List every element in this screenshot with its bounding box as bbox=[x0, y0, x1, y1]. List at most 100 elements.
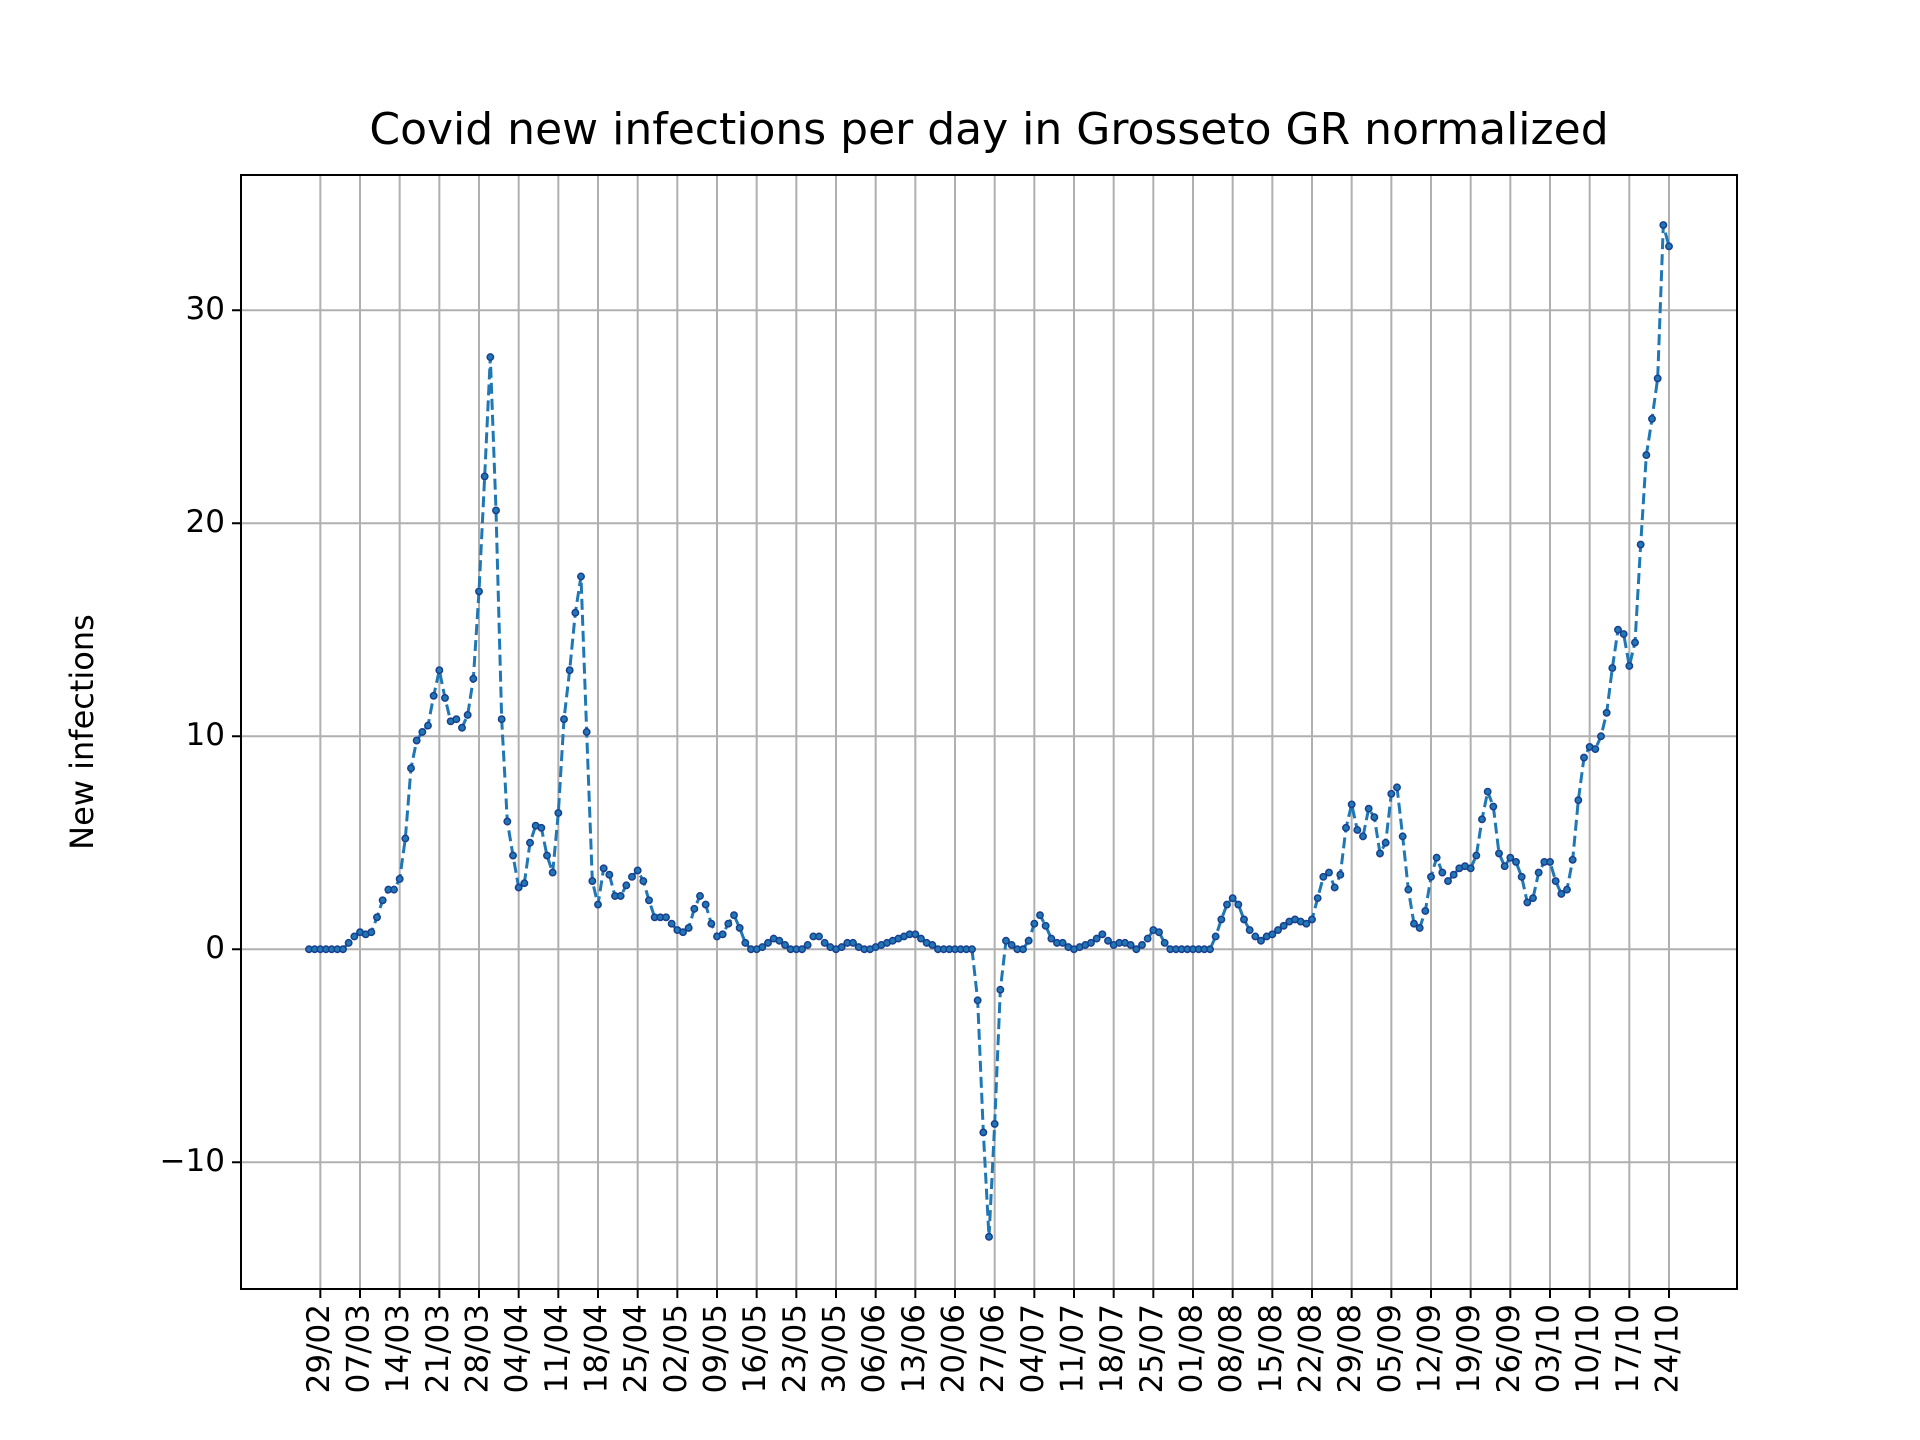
x-tick-label: 11/04 bbox=[539, 1304, 575, 1393]
data-point bbox=[1563, 885, 1571, 894]
data-point bbox=[1279, 921, 1288, 930]
data-point bbox=[1104, 936, 1112, 945]
data-point bbox=[1631, 638, 1639, 647]
data-point bbox=[582, 728, 591, 736]
data-point bbox=[701, 900, 710, 909]
data-point bbox=[1557, 889, 1566, 898]
data-point bbox=[1608, 664, 1617, 673]
data-point bbox=[1653, 374, 1662, 383]
x-tick-label: 14/03 bbox=[380, 1304, 416, 1393]
y-tick-label: 20 bbox=[186, 504, 225, 540]
data-point bbox=[1449, 870, 1458, 879]
data-point bbox=[452, 715, 461, 724]
data-point bbox=[1002, 936, 1010, 945]
data-point bbox=[1223, 900, 1231, 909]
data-point bbox=[628, 872, 636, 881]
x-tick-label: 25/07 bbox=[1134, 1304, 1170, 1393]
data-point bbox=[667, 919, 676, 928]
data-point bbox=[588, 877, 597, 886]
data-point bbox=[696, 892, 704, 900]
data-point bbox=[1024, 936, 1033, 945]
data-point bbox=[1546, 857, 1554, 866]
data-point bbox=[1478, 815, 1486, 824]
x-tick-label: 26/09 bbox=[1491, 1304, 1527, 1393]
x-tick-label: 29/08 bbox=[1332, 1304, 1368, 1393]
data-point bbox=[1483, 787, 1492, 796]
x-tick-label: 04/07 bbox=[1015, 1304, 1051, 1393]
x-tick-label: 01/08 bbox=[1174, 1304, 1210, 1393]
data-point bbox=[1228, 894, 1237, 903]
data-point bbox=[1506, 853, 1515, 862]
data-point bbox=[1523, 898, 1532, 907]
data-point bbox=[730, 911, 738, 920]
data-point bbox=[758, 943, 767, 952]
data-point bbox=[594, 900, 602, 909]
data-point bbox=[1568, 855, 1577, 864]
x-tick-label: 08/08 bbox=[1213, 1304, 1249, 1393]
data-point bbox=[1047, 934, 1056, 943]
data-point bbox=[554, 808, 563, 817]
data-point bbox=[1398, 832, 1407, 841]
data-point bbox=[1393, 783, 1401, 792]
data-point bbox=[775, 936, 784, 945]
data-point bbox=[1036, 911, 1044, 920]
data-point bbox=[548, 868, 557, 877]
data-point bbox=[815, 932, 823, 941]
data-point bbox=[577, 572, 585, 581]
x-tick-label: 09/05 bbox=[698, 1304, 734, 1393]
x-tick-label: 05/09 bbox=[1372, 1304, 1408, 1393]
data-point bbox=[458, 723, 466, 732]
data-point bbox=[424, 721, 432, 730]
data-point bbox=[514, 883, 523, 892]
x-tick-label: 24/10 bbox=[1650, 1304, 1686, 1393]
data-point bbox=[1092, 934, 1101, 943]
chart-title: Covid new infections per day in Grosseto… bbox=[369, 104, 1608, 155]
x-tick-label: 03/10 bbox=[1531, 1304, 1567, 1393]
data-point bbox=[1404, 885, 1413, 894]
data-point bbox=[1330, 883, 1339, 892]
x-tick-label: 22/08 bbox=[1293, 1304, 1329, 1393]
x-tick-label: 18/04 bbox=[579, 1304, 615, 1393]
data-point bbox=[679, 928, 687, 937]
data-point bbox=[1160, 938, 1169, 947]
data-point bbox=[741, 938, 750, 947]
data-point bbox=[418, 728, 427, 736]
data-point bbox=[820, 938, 829, 947]
data-point bbox=[350, 932, 359, 941]
data-point bbox=[1574, 796, 1583, 805]
data-point bbox=[639, 877, 648, 886]
data-point bbox=[469, 674, 478, 683]
data-point bbox=[497, 715, 506, 724]
data-point bbox=[1155, 928, 1163, 937]
data-point bbox=[1381, 838, 1390, 847]
data-point bbox=[1648, 414, 1656, 423]
data-point bbox=[1234, 900, 1243, 909]
data-point bbox=[1636, 540, 1645, 549]
data-point bbox=[509, 851, 517, 860]
data-point bbox=[1041, 921, 1050, 930]
data-point bbox=[560, 715, 568, 724]
data-point bbox=[724, 919, 733, 928]
data-point bbox=[968, 945, 976, 954]
data-point bbox=[684, 924, 693, 932]
data-point bbox=[475, 587, 483, 596]
data-point bbox=[1302, 919, 1311, 928]
data-point bbox=[1472, 851, 1481, 860]
x-tick-label: 27/06 bbox=[975, 1304, 1011, 1393]
data-point bbox=[979, 1128, 988, 1137]
data-point bbox=[395, 875, 404, 883]
data-point bbox=[1665, 242, 1673, 251]
data-point bbox=[486, 353, 495, 362]
data-point bbox=[764, 938, 772, 947]
data-point bbox=[520, 879, 529, 888]
data-point bbox=[373, 913, 381, 922]
data-point bbox=[1438, 868, 1447, 877]
data-point bbox=[1030, 919, 1039, 928]
y-tick-label: 0 bbox=[205, 930, 225, 966]
data-point bbox=[1642, 451, 1651, 460]
data-point bbox=[1364, 804, 1373, 813]
data-point bbox=[339, 945, 347, 954]
data-point bbox=[1336, 870, 1345, 879]
x-tick-label: 11/07 bbox=[1055, 1304, 1091, 1393]
